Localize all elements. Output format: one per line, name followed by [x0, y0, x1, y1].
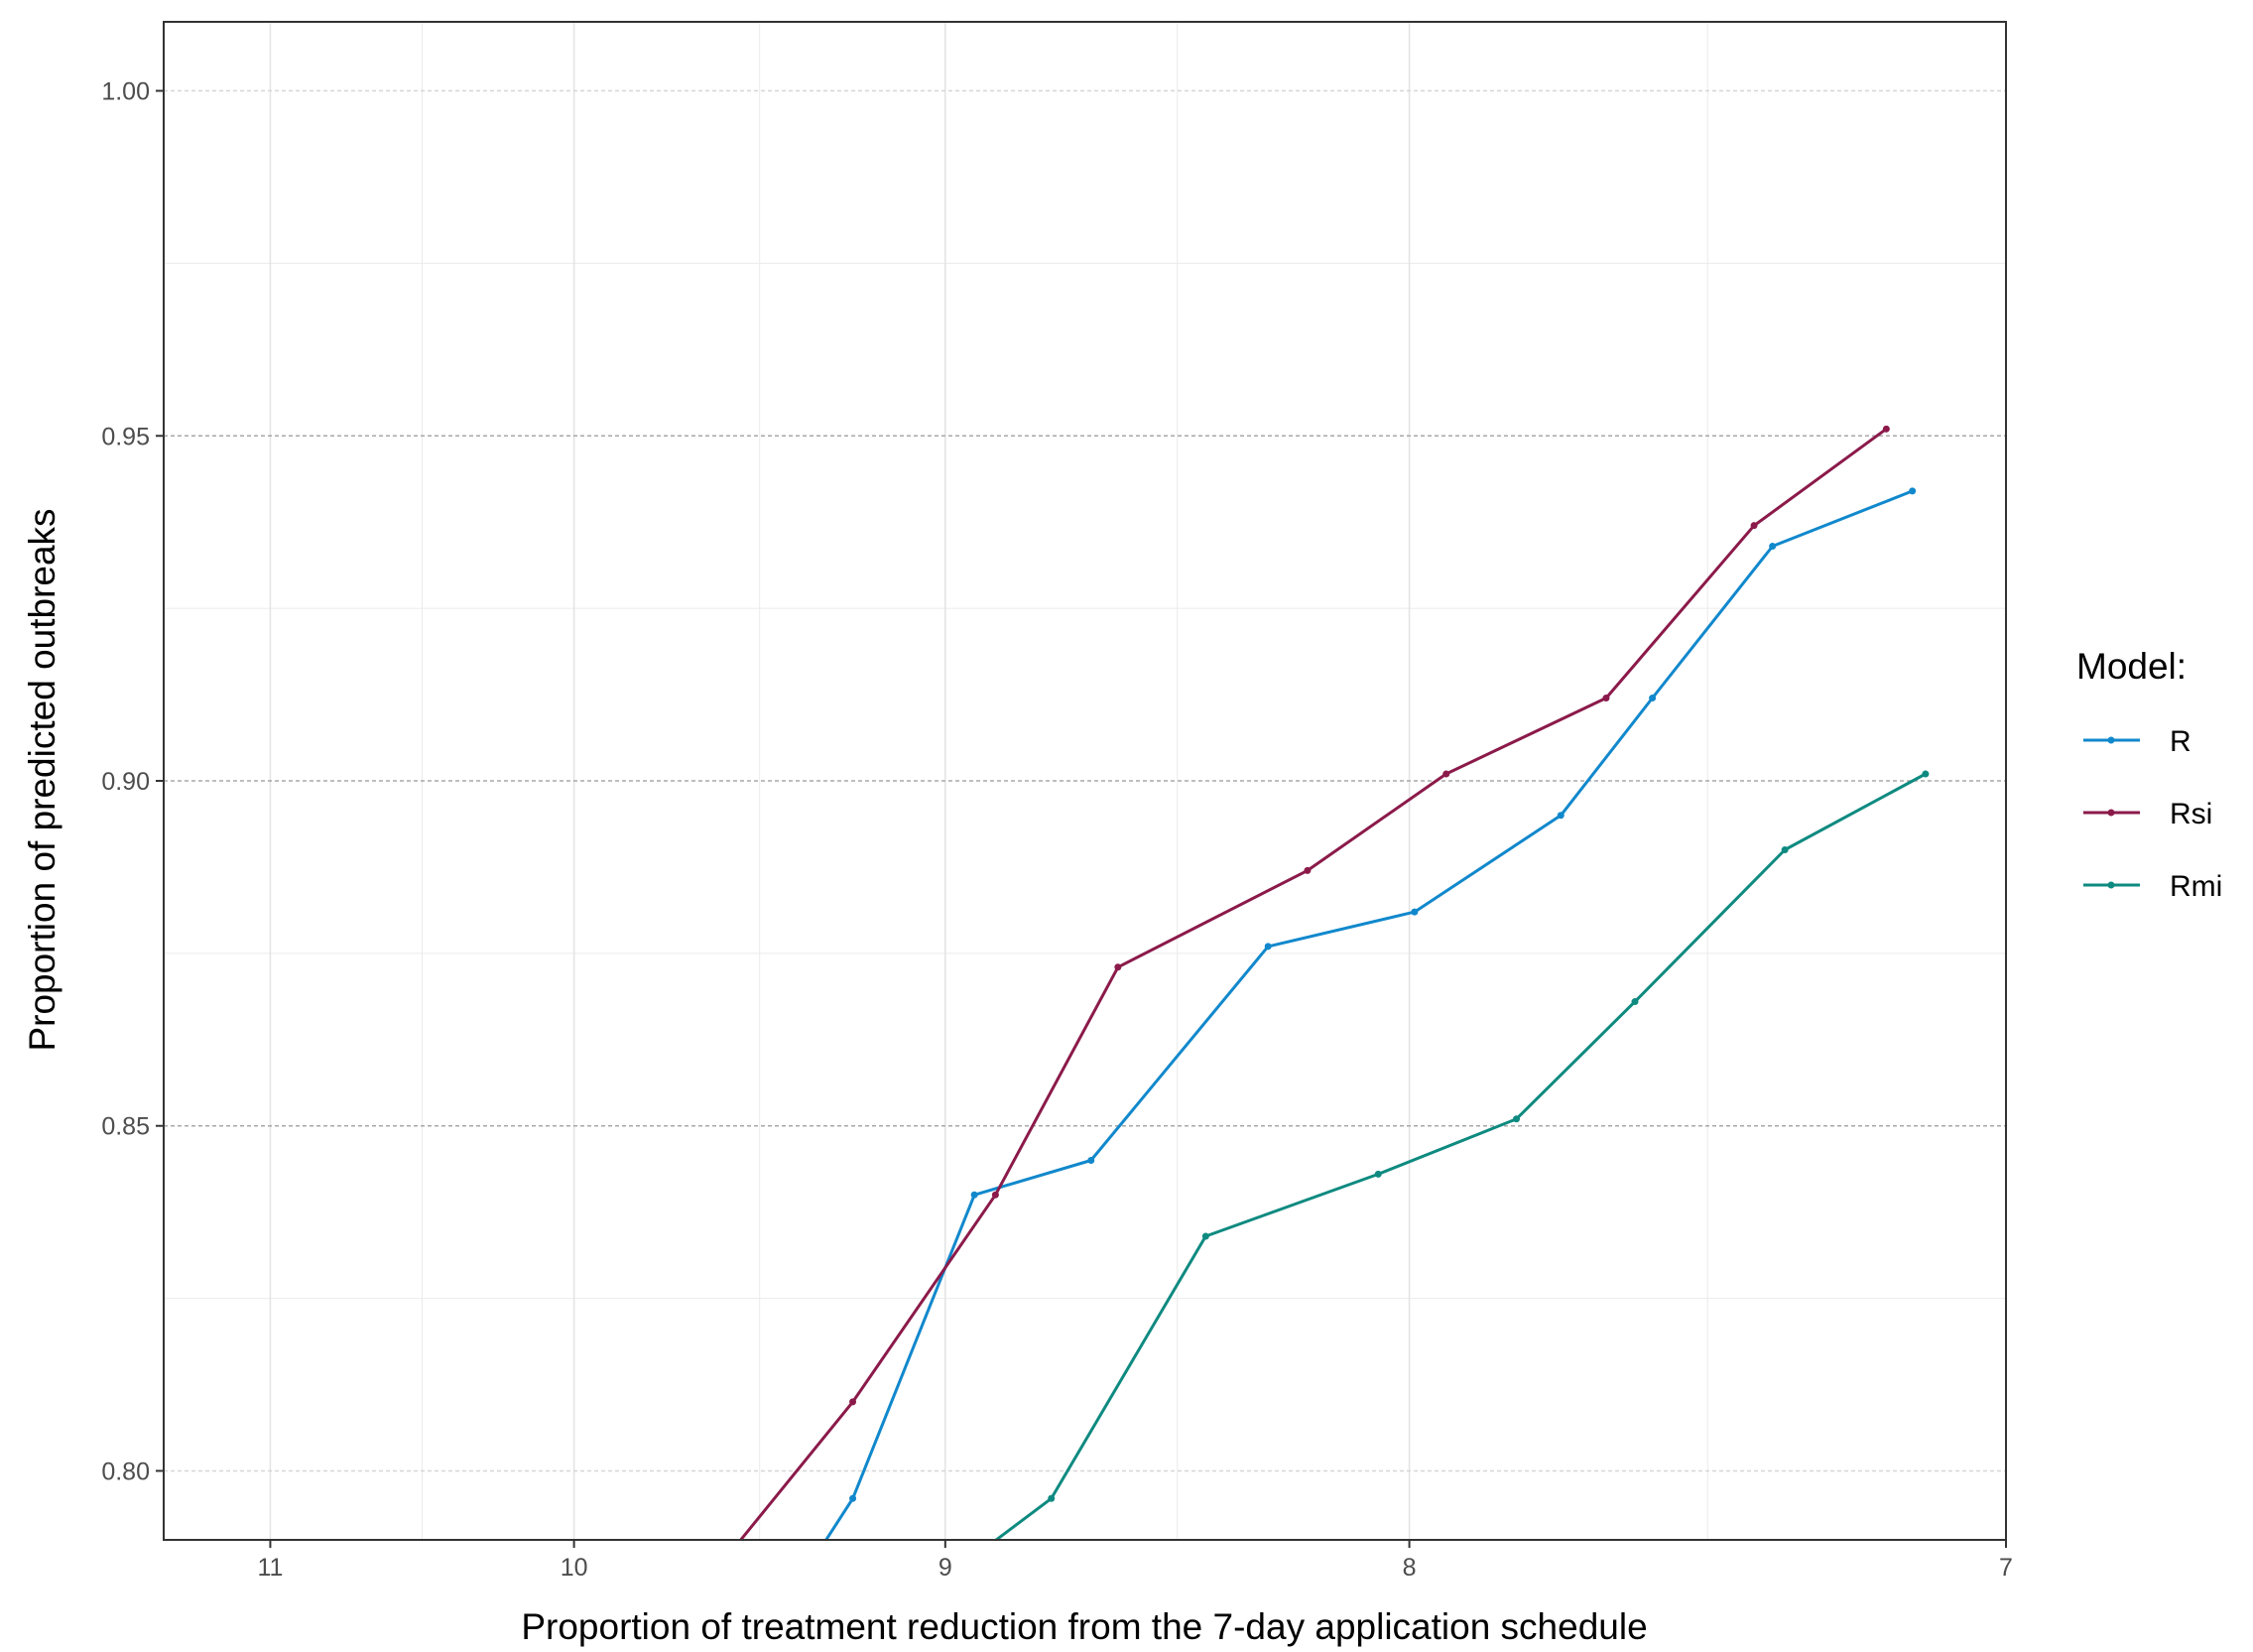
x-tick-label: 8 [1403, 1554, 1417, 1582]
series-point-R [1769, 543, 1777, 551]
series-line-Rmi [993, 772, 1928, 1540]
grid-lines [164, 22, 2007, 1540]
series-point-Rmi [1922, 770, 1930, 778]
legend-key-point-Rsi [2107, 809, 2115, 817]
y-tick-label: 1.00 [101, 78, 150, 106]
y-tick-label: 0.95 [101, 423, 150, 450]
x-axis-title: Proportion of treatment reduction from t… [521, 1606, 1647, 1647]
series-point-Rmi [1781, 846, 1789, 854]
series-line-R [823, 489, 1915, 1540]
series-point-R [1649, 695, 1657, 702]
series-point-Rsi [849, 1398, 857, 1406]
series-point-R [1087, 1157, 1095, 1164]
series-point-Rmi [1631, 998, 1639, 1006]
series-point-Rsi [1882, 425, 1890, 433]
legend-label-Rsi: Rsi [2170, 798, 2212, 830]
series-lines [731, 425, 1930, 1550]
series-point-R [849, 1494, 857, 1502]
series-point-Rsi [731, 1543, 738, 1550]
y-tick-label: 0.90 [101, 768, 150, 796]
series-point-Rmi [1374, 1170, 1382, 1178]
series-point-Rsi [991, 1191, 999, 1199]
y-tick-label: 0.80 [101, 1458, 150, 1485]
series-point-Rsi [1442, 770, 1450, 778]
y-tick-label: 0.85 [101, 1113, 150, 1141]
series-point-Rmi [1048, 1494, 1056, 1502]
series-point-R [1557, 812, 1565, 820]
series-point-Rmi [1513, 1115, 1521, 1123]
series-point-Rmi [983, 1543, 990, 1550]
legend-key-point-Rmi [2107, 881, 2115, 889]
x-tick-label: 9 [939, 1554, 952, 1582]
series-point-Rsi [1304, 866, 1312, 874]
series-point-R [818, 1543, 825, 1550]
series-point-R [970, 1191, 978, 1199]
y-axis-title: Proportion of predicted outbreaks [22, 508, 63, 1051]
legend: Model: R Rsi Rmi [2076, 646, 2222, 903]
series-point-Rsi [1750, 522, 1758, 530]
series-point-R [1909, 487, 1917, 495]
series-point-Rmi [1201, 1232, 1209, 1240]
legend-label-Rmi: Rmi [2170, 870, 2222, 903]
series-point-Rsi [1114, 963, 1122, 971]
axis-ticks: 11 10 9 8 7 0.80 0.85 0.90 0.95 1.00 [101, 78, 2013, 1582]
series-point-R [1264, 943, 1272, 951]
legend-label-R: R [2170, 725, 2191, 758]
x-tick-label: 11 [257, 1554, 283, 1582]
series-point-R [1411, 908, 1419, 916]
x-tick-label: 7 [1999, 1554, 2013, 1582]
x-tick-label: 10 [561, 1554, 588, 1582]
legend-key-point-R [2107, 736, 2115, 744]
series-point-Rsi [1602, 695, 1610, 702]
legend-title: Model: [2076, 646, 2187, 687]
